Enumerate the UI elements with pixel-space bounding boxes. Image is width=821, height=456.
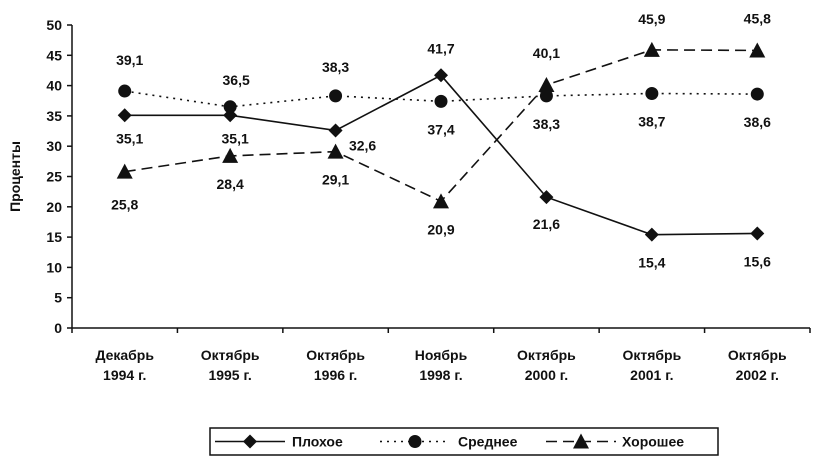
y-tick-label: 45 bbox=[46, 47, 62, 63]
x-tick-label: Ноябрь bbox=[415, 347, 468, 363]
data-label: 32,6 bbox=[349, 137, 376, 153]
legend-item: Плохое bbox=[215, 434, 343, 450]
y-tick-label: 30 bbox=[46, 138, 62, 154]
data-label: 41,7 bbox=[427, 40, 454, 56]
data-point bbox=[749, 42, 766, 58]
data-label: 39,1 bbox=[116, 52, 143, 68]
data-point bbox=[750, 87, 764, 101]
y-tick-label: 0 bbox=[54, 320, 62, 336]
data-point bbox=[433, 193, 449, 209]
data-point bbox=[644, 227, 659, 242]
x-tick-label: 2001 г. bbox=[630, 367, 673, 383]
axes: 0 5 10 15 20 25 30 35 40 45 50 Декабрь 1994 г. Октябр… bbox=[46, 17, 811, 383]
data-label: 38,3 bbox=[533, 116, 560, 132]
legend: Плохое Среднее Хорошее bbox=[209, 427, 719, 456]
data-label: 37,4 bbox=[427, 121, 454, 137]
x-tick-label: Декабрь bbox=[95, 347, 154, 363]
data-point bbox=[643, 41, 660, 57]
data-label: 45,8 bbox=[744, 10, 771, 26]
data-point bbox=[645, 86, 659, 100]
data-label: 29,1 bbox=[322, 172, 349, 188]
data-point bbox=[329, 89, 343, 103]
data-label: 15,6 bbox=[744, 253, 771, 269]
x-tick-label: 2000 г. bbox=[525, 367, 568, 383]
data-point bbox=[539, 89, 553, 103]
data-label: 35,1 bbox=[116, 130, 143, 146]
data-point bbox=[327, 143, 344, 159]
x-tick-label: Октябрь bbox=[622, 347, 681, 363]
y-tick-label: 40 bbox=[46, 78, 62, 94]
data-point bbox=[538, 76, 555, 92]
legend-label: Хорошее bbox=[622, 434, 684, 450]
data-label: 21,6 bbox=[533, 216, 560, 232]
y-tick-label: 10 bbox=[46, 259, 62, 275]
series-2: 39,1 36,5 38,3 37,4 38,3 38,7 38,6 bbox=[116, 52, 771, 137]
data-label: 36,5 bbox=[223, 72, 250, 88]
data-label: 38,3 bbox=[322, 59, 349, 75]
y-tick-label: 20 bbox=[46, 199, 62, 215]
data-label: 25,8 bbox=[111, 197, 138, 213]
plot-area: 35,1 35,1 32,6 41,7 21,6 15,4 15,6 39,1 36,5 38,3… bbox=[111, 10, 771, 270]
x-tick-label: 1994 г. bbox=[103, 367, 146, 383]
data-label: 38,6 bbox=[744, 114, 771, 130]
y-tick-label: 25 bbox=[46, 169, 62, 185]
legend-marker bbox=[243, 434, 257, 449]
data-label: 28,4 bbox=[217, 176, 244, 192]
data-point bbox=[328, 123, 343, 138]
legend-item: Хорошее bbox=[546, 433, 684, 450]
data-point bbox=[223, 100, 237, 114]
x-tick-label: 1996 г. bbox=[314, 367, 357, 383]
data-point bbox=[116, 163, 133, 179]
legend-marker bbox=[408, 435, 422, 448]
data-point bbox=[222, 147, 239, 163]
data-label: 38,7 bbox=[638, 113, 665, 129]
y-axis-title-group: Проценты bbox=[7, 141, 23, 212]
legend-label: Плохое bbox=[292, 434, 343, 450]
data-label: 35,1 bbox=[222, 130, 249, 146]
y-axis-title: Проценты bbox=[7, 141, 23, 212]
x-tick-label: Октябрь bbox=[201, 347, 260, 363]
data-point bbox=[434, 68, 448, 83]
x-tick-label: Октябрь bbox=[306, 347, 365, 363]
data-label: 40,1 bbox=[533, 45, 560, 61]
data-point bbox=[750, 226, 765, 241]
legend-marker bbox=[573, 433, 589, 449]
data-label: 20,9 bbox=[427, 221, 454, 237]
data-point bbox=[117, 108, 132, 123]
x-tick-label: 1995 г. bbox=[208, 367, 251, 383]
legend-box bbox=[209, 427, 719, 456]
x-tick-label: Октябрь bbox=[728, 347, 787, 363]
y-tick-label: 15 bbox=[46, 229, 62, 245]
data-label: 15,4 bbox=[638, 255, 665, 271]
x-tick-label: Октябрь bbox=[517, 347, 576, 363]
legend-label: Среднее bbox=[458, 434, 518, 450]
y-tick-label: 5 bbox=[54, 290, 62, 306]
y-tick-label: 35 bbox=[46, 108, 62, 124]
legend-item: Среднее bbox=[380, 434, 518, 450]
data-point bbox=[434, 94, 448, 108]
data-label: 45,9 bbox=[638, 11, 665, 27]
x-tick-label: 1998 г. bbox=[419, 367, 462, 383]
series-1: 35,1 35,1 32,6 41,7 21,6 15,4 15,6 bbox=[116, 40, 771, 270]
x-tick-label: 2002 г. bbox=[736, 367, 779, 383]
y-tick-label: 50 bbox=[46, 17, 62, 33]
data-point bbox=[118, 84, 132, 98]
series-3: 25,8 28,4 29,1 20,9 40,1 45,9 45,8 bbox=[111, 10, 771, 237]
data-point bbox=[539, 190, 554, 205]
